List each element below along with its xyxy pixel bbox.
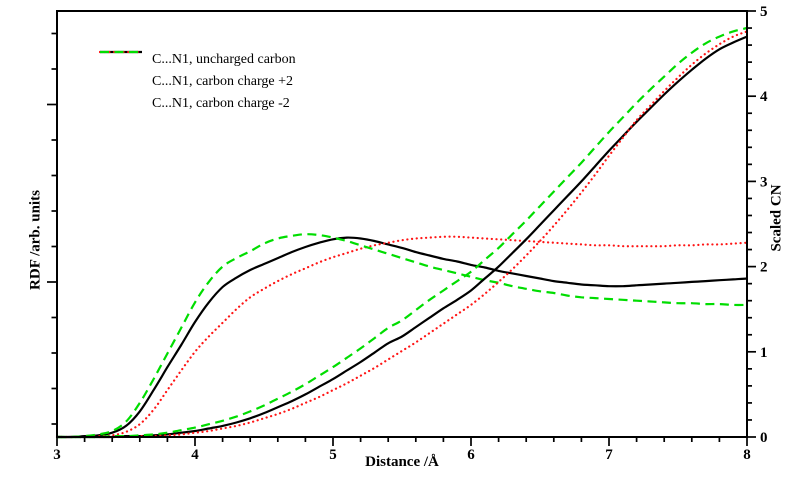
axis-ticks	[47, 10, 756, 446]
legend-line-sample-dotted	[99, 50, 143, 85]
series-cn_uncharged	[57, 35, 748, 439]
legend: C...N1, uncharged carbon C...N1, carbon …	[99, 49, 296, 115]
series-rdf_uncharged	[56, 236, 748, 439]
left-axis-label: RDF /arb. units	[27, 190, 44, 290]
x-tick-label: 5	[329, 447, 337, 463]
right-axis-label: Scaled CN	[768, 184, 785, 252]
x-tick-label: 8	[743, 447, 751, 463]
right-tick-label: 2	[760, 260, 768, 276]
x-tick-label: 6	[467, 447, 475, 463]
x-tick-label: 7	[605, 447, 613, 463]
series-group	[55, 26, 749, 439]
legend-item-charge-minus2: C...N1, carbon charge -2	[99, 50, 296, 115]
plot-box	[56, 10, 748, 438]
right-tick-label: 5	[760, 4, 768, 20]
legend-line-sample-dashed	[99, 50, 143, 107]
legend-label: C...N1, carbon charge +2	[152, 74, 293, 89]
series-cn_charge_minus2	[57, 26, 748, 439]
tick-labels: 3 4 5 6 7 80 1 2 3 4 5	[53, 4, 768, 463]
legend-label: C...N1, carbon charge -2	[152, 96, 290, 111]
series-rdf_charge_minus2	[56, 233, 748, 439]
x-axis-label: Distance /Å	[365, 454, 439, 470]
x-tick-label: 3	[53, 447, 61, 463]
x-tick-label: 4	[191, 447, 199, 463]
legend-item-charge-plus2: C...N1, carbon charge +2	[99, 50, 296, 93]
series-cn_charge_plus2	[55, 30, 749, 439]
series-rdf_charge_plus2	[55, 235, 749, 439]
legend-line-sample-solid	[99, 50, 143, 63]
legend-label: C...N1, uncharged carbon	[152, 52, 296, 67]
right-tick-label: 1	[760, 345, 768, 361]
right-tick-label: 0	[760, 430, 768, 446]
right-tick-label: 3	[760, 174, 768, 190]
right-tick-label: 4	[760, 89, 768, 105]
